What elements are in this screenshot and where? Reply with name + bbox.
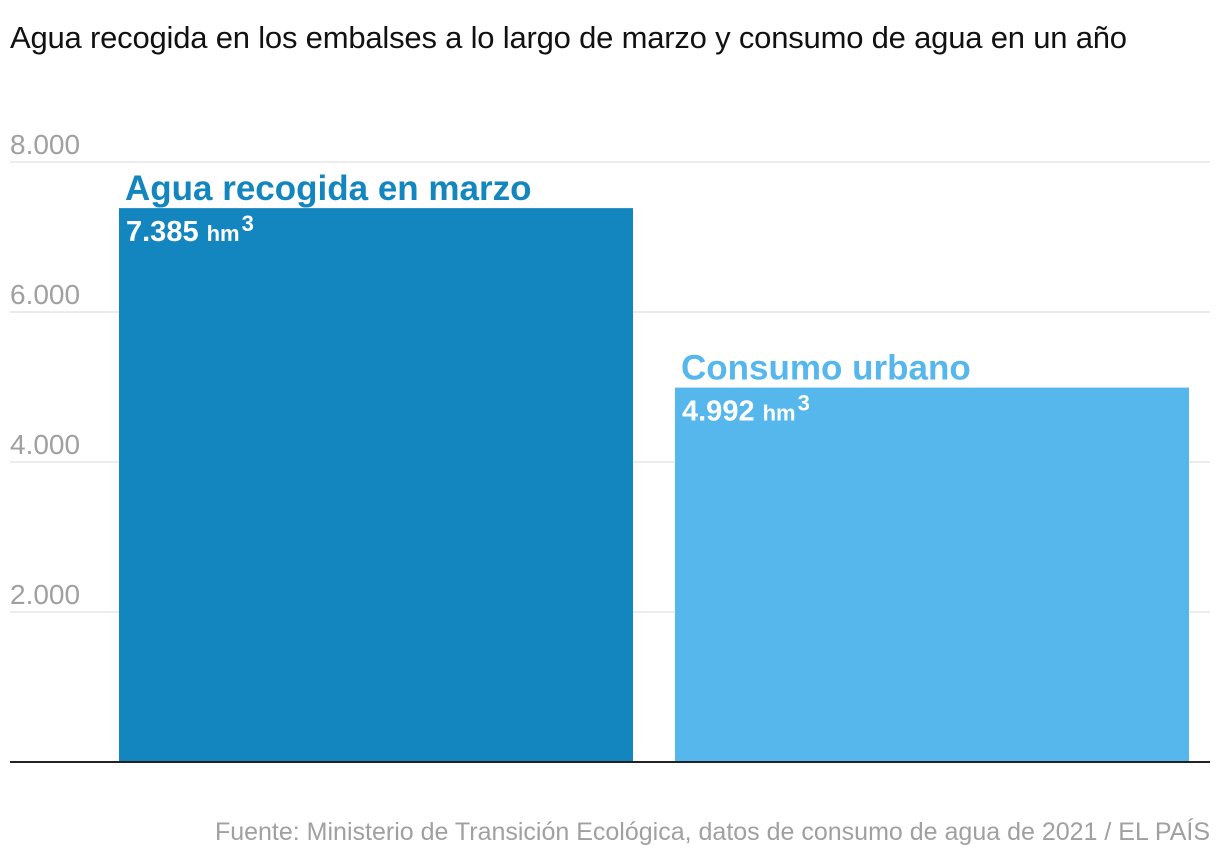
bar-category-label: Consumo urbano xyxy=(681,349,971,388)
bar-value-number: 7.385 xyxy=(126,216,199,248)
bar xyxy=(675,387,1189,762)
bar-value-label: 7.385 hm3 xyxy=(126,211,254,248)
bar-unit-exponent: 3 xyxy=(798,391,810,416)
bar-layer xyxy=(119,208,1189,762)
bar-value-number: 4.992 xyxy=(682,396,755,428)
bar-category-label: Agua recogida en marzo xyxy=(125,169,531,208)
bar-unit-exponent: 3 xyxy=(242,211,254,236)
y-tick-label: 2.000 xyxy=(10,579,80,610)
y-tick-label: 6.000 xyxy=(10,279,80,310)
bar-value-label: 4.992 hm3 xyxy=(682,391,810,428)
source-note: Fuente: Ministerio de Transición Ecológi… xyxy=(214,818,1210,846)
y-tick-label: 8.000 xyxy=(10,129,80,160)
bar-unit-label: hm xyxy=(763,401,796,426)
bar-unit-label: hm xyxy=(207,221,240,246)
chart-title: Agua recogida en los embalses a lo largo… xyxy=(10,20,1127,55)
bar xyxy=(119,208,633,762)
y-tick-label: 4.000 xyxy=(10,429,80,460)
